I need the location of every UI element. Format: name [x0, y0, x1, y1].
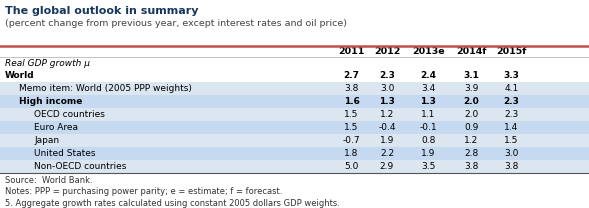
Text: 1.8: 1.8 [345, 149, 359, 158]
Text: 2.2: 2.2 [380, 149, 394, 158]
Bar [0, 147, 589, 160]
Text: -0.7: -0.7 [343, 136, 360, 145]
Text: Notes: PPP = purchasing power parity; e = estimate; f = forecast.: Notes: PPP = purchasing power parity; e … [5, 187, 282, 196]
Text: 2.4: 2.4 [420, 71, 436, 80]
Text: 3.8: 3.8 [504, 162, 518, 171]
Text: -0.1: -0.1 [419, 123, 437, 132]
Text: 2.3: 2.3 [379, 71, 395, 80]
Text: Real GDP growth µ: Real GDP growth µ [5, 58, 90, 68]
Text: 2012: 2012 [374, 47, 400, 56]
Text: OECD countries: OECD countries [34, 110, 105, 119]
Text: 2015f: 2015f [496, 47, 527, 56]
Text: 5. Aggregate growth rates calculated using constant 2005 dollars GDP weights.: 5. Aggregate growth rates calculated usi… [5, 199, 340, 208]
Text: 3.0: 3.0 [504, 149, 518, 158]
Text: 1.6: 1.6 [344, 97, 359, 106]
Text: 2013e: 2013e [412, 47, 445, 56]
Text: 2014f: 2014f [456, 47, 487, 56]
Text: Source:  World Bank.: Source: World Bank. [5, 176, 92, 185]
Text: 1.9: 1.9 [380, 136, 394, 145]
Text: 3.8: 3.8 [464, 162, 478, 171]
Text: 1.4: 1.4 [504, 123, 518, 132]
Text: 1.5: 1.5 [504, 136, 518, 145]
Text: 3.1: 3.1 [464, 71, 479, 80]
Text: 3.3: 3.3 [504, 71, 519, 80]
Text: 3.8: 3.8 [345, 84, 359, 93]
Text: The global outlook in summary: The global outlook in summary [5, 6, 198, 16]
Text: 2.0: 2.0 [464, 110, 478, 119]
Text: 2011: 2011 [339, 47, 365, 56]
Text: 3.9: 3.9 [464, 84, 478, 93]
Text: 0.8: 0.8 [421, 136, 435, 145]
Text: Memo item: World (2005 PPP weights): Memo item: World (2005 PPP weights) [19, 84, 193, 93]
Text: World: World [5, 71, 34, 80]
Text: 3.0: 3.0 [380, 84, 394, 93]
Bar [0, 134, 589, 147]
Text: 1.5: 1.5 [345, 123, 359, 132]
Text: 1.3: 1.3 [421, 97, 436, 106]
Text: 1.2: 1.2 [380, 110, 394, 119]
Text: 1.3: 1.3 [379, 97, 395, 106]
Text: 2.8: 2.8 [464, 149, 478, 158]
Text: 1.5: 1.5 [345, 110, 359, 119]
Text: 1.1: 1.1 [421, 110, 435, 119]
Bar [0, 121, 589, 134]
Text: High income: High income [19, 97, 83, 106]
Text: 5.0: 5.0 [345, 162, 359, 171]
Text: Euro Area: Euro Area [34, 123, 78, 132]
Text: 1.9: 1.9 [421, 149, 435, 158]
Text: 4.1: 4.1 [504, 84, 518, 93]
Bar [0, 108, 589, 121]
Text: 2.0: 2.0 [464, 97, 479, 106]
Text: 2.7: 2.7 [343, 71, 360, 80]
Text: 2.3: 2.3 [504, 97, 519, 106]
Text: Non-OECD countries: Non-OECD countries [34, 162, 127, 171]
Text: 1.2: 1.2 [464, 136, 478, 145]
Text: (percent change from previous year, except interest rates and oil price): (percent change from previous year, exce… [5, 19, 347, 28]
Text: 0.9: 0.9 [464, 123, 478, 132]
Text: Japan: Japan [34, 136, 59, 145]
Bar [0, 160, 589, 173]
Bar [0, 95, 589, 108]
Text: 3.5: 3.5 [421, 162, 435, 171]
Text: 2.3: 2.3 [504, 110, 518, 119]
Text: 2.9: 2.9 [380, 162, 394, 171]
Text: United States: United States [34, 149, 95, 158]
Text: -0.4: -0.4 [378, 123, 396, 132]
Text: 3.4: 3.4 [421, 84, 435, 93]
Bar [0, 82, 589, 95]
